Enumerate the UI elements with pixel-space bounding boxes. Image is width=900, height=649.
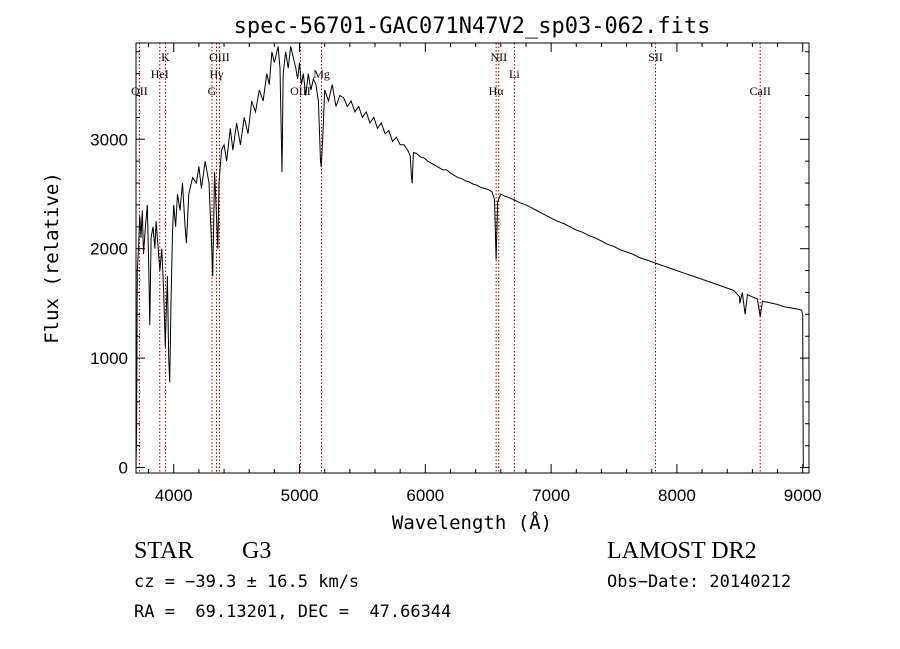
- chart-title: spec-56701-GAC071N47V2_sp03-062.fits: [234, 14, 711, 39]
- redshift-text: cz = −39.3 ± 16.5 km/s: [134, 572, 360, 592]
- y-tick-label: 1000: [90, 349, 128, 368]
- line-marker-label: Hα: [489, 84, 505, 98]
- x-tick-label: 6000: [406, 486, 444, 505]
- x-tick-label: 7000: [532, 486, 570, 505]
- line-marker-label: OIII: [209, 50, 230, 64]
- survey-name: LAMOST DR2: [607, 538, 757, 564]
- x-axis-ticks: 4000 5000 6000 7000 8000 9000: [148, 43, 822, 505]
- coordinates-text: RA = 69.13201, DEC = 47.66344: [134, 602, 452, 622]
- object-class: STAR: [134, 538, 194, 564]
- line-marker-label: Hγ: [210, 67, 225, 81]
- y-tick-label: 0: [119, 459, 128, 478]
- spectrum-line: [136, 46, 804, 468]
- line-marker-label: SII: [648, 50, 663, 64]
- x-tick-label: 8000: [658, 486, 696, 505]
- object-subclass: G3: [242, 538, 272, 564]
- x-tick-label: 9000: [784, 486, 822, 505]
- plot-frame: [135, 42, 810, 474]
- line-marker-label: HeI: [151, 67, 169, 81]
- y-tick-label: 3000: [90, 130, 128, 149]
- obs-date: Obs−Date: 20140212: [607, 572, 792, 592]
- y-tick-label: 2000: [90, 240, 128, 259]
- line-marker-label: K: [161, 50, 170, 64]
- x-axis-label: Wavelength (Å): [392, 511, 552, 534]
- line-marker-label: Li: [509, 67, 520, 81]
- line-marker-label: CaII: [750, 84, 771, 98]
- line-marker-label: NII: [490, 50, 507, 64]
- x-tick-label: 4000: [155, 486, 193, 505]
- line-marker-label: G: [208, 84, 217, 98]
- y-axis-ticks: 0 1000 2000 3000: [90, 51, 809, 478]
- line-marker-label: OIII: [290, 84, 311, 98]
- x-tick-label: 5000: [281, 486, 319, 505]
- line-marker-label: OII: [131, 84, 148, 98]
- y-axis-label: Flux (relative): [41, 172, 63, 344]
- line-marker-label: Mg: [313, 67, 330, 81]
